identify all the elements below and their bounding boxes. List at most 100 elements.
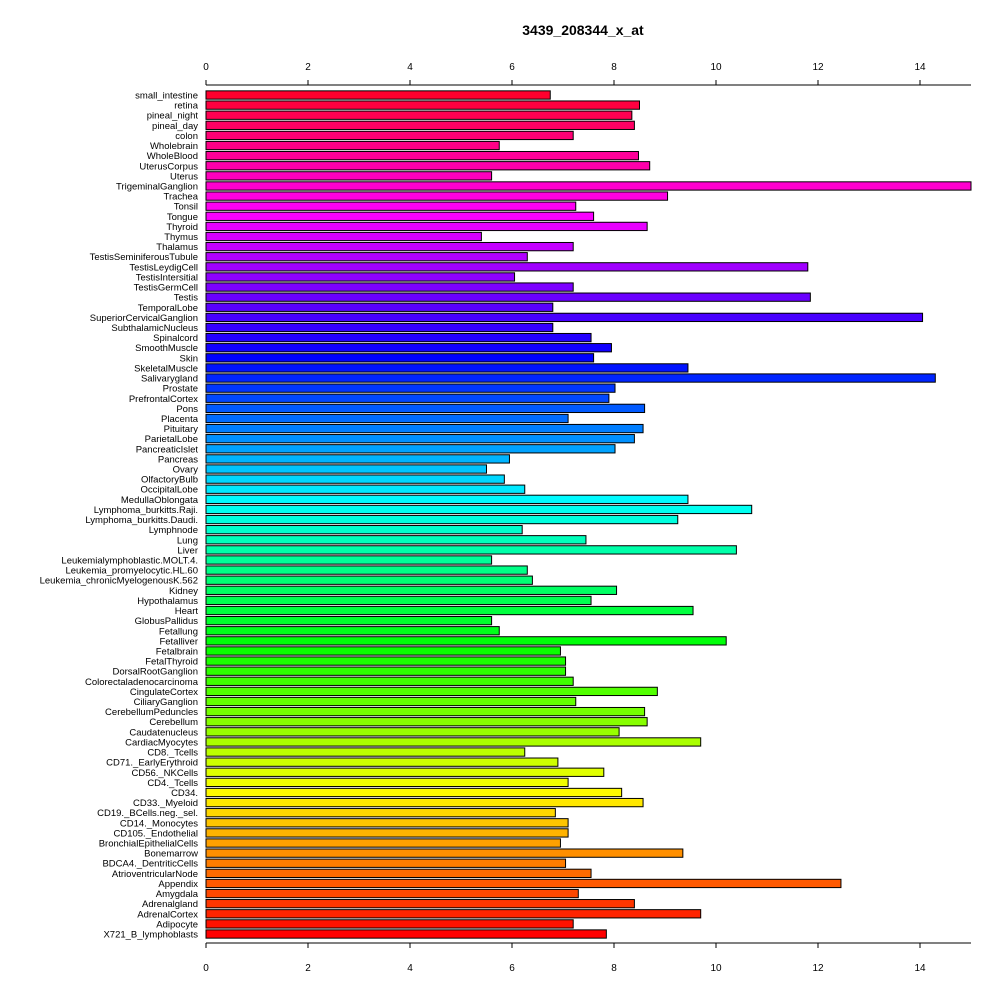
- x-axis-bottom: 0 2 4 6 8 10 12 14: [203, 942, 971, 974]
- category-label: BDCA4._DentriticCells: [102, 859, 198, 870]
- category-label: Fetalbrain: [156, 646, 198, 657]
- category-label: Fetalliver: [159, 636, 198, 647]
- bar-adrenalcortex: [205, 909, 702, 919]
- bar-bonemarrow: [205, 848, 684, 858]
- bar-smoothmuscle: [205, 343, 612, 353]
- bar-cd8-tcells: [205, 747, 526, 757]
- category-label: ParietalLobe: [145, 434, 198, 445]
- bar-fetalbrain: [205, 646, 561, 656]
- category-label: CD8._Tcells: [147, 748, 198, 759]
- bar-ovary: [205, 464, 487, 474]
- bar-retina: [205, 100, 640, 110]
- category-label: FetalThyroid: [145, 657, 198, 668]
- bar-x721-b-lymphoblasts: [205, 929, 607, 939]
- category-label: CD33._Myeloid: [133, 798, 198, 809]
- category-label: Lymphoma_burkitts.Raji.: [94, 505, 198, 516]
- bar-cerebellum: [205, 717, 648, 727]
- x-axis-top: 0 2 4 6 8 10 12 14: [203, 62, 971, 86]
- x-tick-label: 0: [203, 963, 209, 974]
- bar-cd33-myeloid: [205, 797, 644, 808]
- category-label: Pons: [176, 404, 198, 415]
- category-label: DorsalRootGanglion: [112, 667, 198, 678]
- x-tick-label: 14: [914, 963, 926, 974]
- category-label: Kidney: [169, 586, 198, 597]
- category-label: retina: [174, 101, 198, 112]
- bar-cardiacmyocytes: [205, 737, 702, 747]
- bar-cd19-bcells-neg-sel-: [205, 808, 556, 818]
- bar-fetallung: [205, 626, 500, 636]
- bar-lung: [205, 535, 587, 545]
- bar-testisleydigcell: [205, 262, 809, 272]
- category-label: Ovary: [173, 465, 199, 476]
- category-label: CerebellumPeduncles: [105, 707, 198, 718]
- bar-olfactorybulb: [205, 474, 505, 484]
- bar-medullaoblongata: [205, 494, 689, 504]
- bar-dorsalrootganglion: [205, 666, 567, 676]
- category-label: Prostate: [163, 384, 198, 395]
- bar-tonsil: [205, 201, 577, 211]
- bar-pancreas: [205, 454, 510, 464]
- category-label: Heart: [175, 606, 199, 617]
- category-label: Lung: [177, 535, 198, 546]
- category-label: Testis: [174, 293, 199, 304]
- bar-small-intestine: [205, 90, 551, 100]
- category-label: Thyroid: [166, 222, 198, 233]
- bar-kidney: [205, 585, 618, 595]
- category-label: CD4._Tcells: [147, 778, 198, 789]
- bar-wholeblood: [205, 151, 639, 161]
- bar-lymphoma-burkitts-daudi-: [205, 514, 679, 525]
- bar-colorectaladenocarcinoma: [205, 676, 574, 686]
- category-label: WholeBlood: [147, 151, 198, 162]
- x-tick-label: 2: [305, 963, 311, 974]
- x-tick-label: 6: [509, 62, 515, 73]
- x-tick-label: 10: [710, 963, 722, 974]
- category-label: CD14._Monocytes: [120, 818, 198, 829]
- bar-pancreaticislet: [205, 444, 616, 454]
- bar-globuspallidus: [205, 615, 493, 626]
- bar-uteruscorpus: [205, 161, 651, 171]
- bar-appendix: [205, 878, 842, 889]
- bar-cd14-monocytes: [205, 818, 569, 828]
- bar-prefrontalcortex: [205, 393, 610, 403]
- bar-bdca4-dentriticcells: [205, 858, 567, 868]
- category-label: CD34.: [171, 788, 198, 799]
- category-label: SubthalamicNucleus: [111, 323, 198, 334]
- category-label: X721_B_lymphoblasts: [103, 930, 198, 941]
- category-label: Pituitary: [164, 424, 199, 435]
- category-label: Cerebellum: [149, 717, 198, 728]
- bar-temporallobe: [205, 302, 554, 312]
- bar-bronchialepithelialcells: [205, 838, 561, 848]
- bar-leukemialymphoblastic-molt-4-: [205, 555, 493, 565]
- bar-pituitary: [205, 423, 644, 434]
- category-label: Trachea: [164, 192, 199, 203]
- category-label: Lymphoma_burkitts.Daudi.: [85, 515, 198, 526]
- category-label: Uterus: [170, 171, 198, 182]
- bar-prostate: [205, 383, 616, 393]
- bar-liver: [205, 545, 737, 555]
- category-label: Caudatenucleus: [129, 727, 198, 738]
- category-label: Thalamus: [156, 242, 198, 253]
- category-label: CD71._EarlyErythroid: [106, 758, 198, 769]
- category-label: CD56._NKCells: [131, 768, 198, 779]
- bar-spinalcord: [205, 332, 592, 343]
- category-label: CD19._BCells.neg._sel.: [97, 808, 198, 819]
- bar-testisgermcell: [205, 282, 574, 292]
- bar-cd4-tcells: [205, 777, 569, 788]
- category-label: TestisGermCell: [134, 283, 198, 294]
- category-label: SmoothMuscle: [135, 343, 198, 354]
- bar-cerebellumpeduncles: [205, 706, 646, 717]
- category-labels: small_intestineretinapineal_nightpineal_…: [40, 91, 199, 941]
- bar-pons: [205, 403, 646, 414]
- bar-cd71-earlyerythroid: [205, 757, 559, 767]
- bar-cingulatecortex: [205, 686, 658, 697]
- category-label: BronchialEpithelialCells: [99, 839, 199, 850]
- bar-cd34-: [205, 787, 623, 798]
- category-label: Amygdala: [156, 889, 199, 900]
- category-label: GlobusPallidus: [135, 616, 199, 627]
- category-label: Adrenalgland: [142, 899, 198, 910]
- bar-atrioventricularnode: [205, 868, 592, 878]
- x-tick-label: 6: [509, 963, 515, 974]
- bar-adipocyte: [205, 919, 574, 929]
- category-label: Liver: [177, 545, 198, 556]
